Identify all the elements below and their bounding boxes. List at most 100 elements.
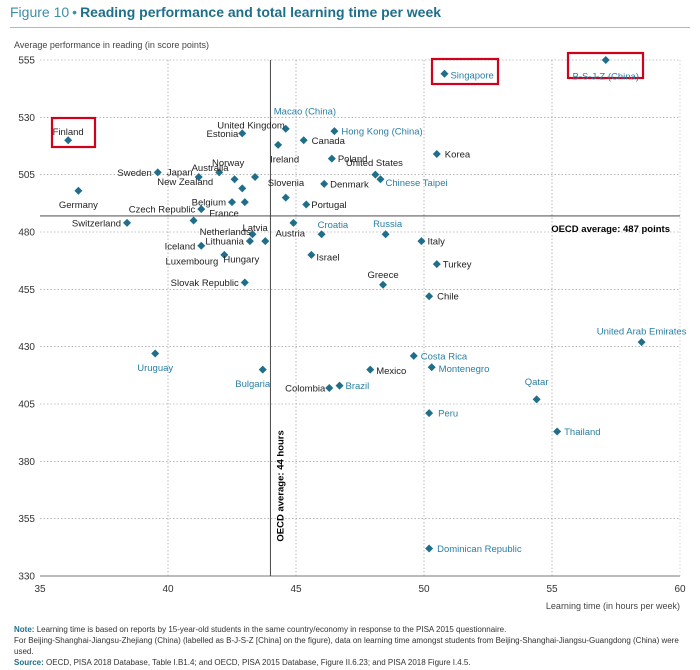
- data-point-marker: [240, 278, 249, 287]
- data-point-marker: [425, 409, 434, 418]
- figure-bullet: •: [72, 4, 78, 20]
- point-label: Chinese Taipei: [385, 178, 447, 189]
- point-label: Italy: [427, 237, 445, 248]
- data-point-marker: [376, 175, 385, 184]
- data-point-marker: [366, 365, 375, 374]
- point-label: Macao (China): [274, 106, 336, 117]
- point-label: Dominican Republic: [437, 544, 522, 555]
- point-label: Denmark: [330, 179, 369, 190]
- data-point-marker: [197, 241, 206, 250]
- data-point-marker: [302, 200, 311, 209]
- y-tick-label: 355: [18, 514, 35, 525]
- point-label: France: [209, 209, 239, 220]
- data-point-marker: [601, 56, 610, 64]
- point-label: United Kingdom: [217, 120, 285, 131]
- data-point-marker: [532, 395, 541, 404]
- point-label: Luxembourg: [166, 256, 219, 267]
- point-label: Russia: [373, 219, 403, 230]
- point-label: Australia: [192, 163, 230, 174]
- data-point-marker: [417, 237, 426, 246]
- y-tick-label: 380: [18, 457, 35, 468]
- y-tick-label: 330: [18, 572, 35, 583]
- y-tick-label: 455: [18, 285, 35, 296]
- point-label: Slovak Republic: [171, 278, 239, 289]
- data-point-marker: [289, 218, 298, 227]
- highlight-box: [566, 51, 645, 80]
- point-label: Chile: [437, 292, 459, 303]
- point-label: Germany: [59, 200, 98, 211]
- data-point-marker: [123, 218, 132, 227]
- point-label: Sweden: [117, 168, 151, 179]
- point-label: Austria: [275, 228, 305, 239]
- data-point-marker: [327, 154, 336, 163]
- figure-header: Figure 10 • Reading performance and total …: [10, 4, 690, 28]
- data-point-marker: [238, 184, 247, 193]
- highlight-box: [430, 57, 500, 86]
- data-point-marker: [335, 381, 344, 390]
- data-point-marker: [64, 136, 73, 145]
- point-label: Mexico: [376, 366, 406, 377]
- point-label: Israel: [316, 252, 339, 263]
- point-label: New Zealand: [157, 177, 213, 188]
- data-point-marker: [427, 363, 436, 372]
- point-label: Slovenia: [268, 178, 305, 189]
- note-text-1: Learning time is based on reports by 15-…: [36, 625, 507, 634]
- source-text: OECD, PISA 2018 Database, Table I.B1.4; …: [46, 658, 471, 667]
- data-point-marker: [74, 186, 83, 195]
- point-label: B-S-J-Z (China): [573, 72, 640, 83]
- x-tick-label: 55: [546, 584, 558, 595]
- data-point-marker: [248, 230, 257, 239]
- y-tick-label: 530: [18, 113, 35, 124]
- point-label: Uruguay: [137, 363, 173, 374]
- data-point-marker: [432, 260, 441, 269]
- y-tick-label: 480: [18, 228, 35, 239]
- point-label: Hungary: [223, 255, 259, 266]
- note-line-2: For Beijing-Shanghai-Jiangsu-Zhejiang (C…: [14, 636, 679, 656]
- data-point-marker: [379, 280, 388, 289]
- point-label: Czech Republic: [129, 205, 196, 216]
- point-label: Iceland: [165, 241, 196, 252]
- point-label: Switzerland: [72, 218, 121, 229]
- data-point-marker: [381, 230, 390, 239]
- data-point-marker: [189, 216, 198, 225]
- point-label: Thailand: [564, 427, 600, 438]
- grid-layer: [40, 59, 681, 577]
- data-point-marker: [251, 172, 260, 181]
- data-point-marker: [307, 250, 316, 259]
- data-point-marker: [432, 150, 441, 159]
- x-tick-label: 40: [162, 584, 174, 595]
- data-point-marker: [215, 168, 224, 177]
- data-point-marker: [425, 292, 434, 301]
- data-point-marker: [425, 544, 434, 553]
- data-point-marker: [409, 351, 418, 360]
- data-point-marker: [440, 69, 449, 78]
- data-point-marker: [317, 230, 326, 239]
- point-label: Belgium: [192, 198, 226, 209]
- x-axis-label: Learning time (in hours per week): [546, 601, 680, 611]
- point-label: Peru: [438, 409, 458, 420]
- point-label: Lithuania: [205, 237, 244, 248]
- x-tick-label: 60: [674, 584, 686, 595]
- y-tick-label: 555: [18, 56, 35, 67]
- point-label: Finland: [53, 127, 84, 138]
- data-point-marker: [637, 338, 646, 347]
- data-point-marker: [281, 124, 290, 133]
- data-point-marker: [197, 205, 206, 214]
- highlight-boxes: [50, 51, 645, 149]
- point-label: Bulgaria: [235, 379, 271, 390]
- note-line-1: Note: Learning time is based on reports …: [14, 624, 694, 635]
- data-points: [64, 56, 646, 553]
- point-label: Netherlands: [200, 227, 251, 238]
- point-label: Qatar: [525, 377, 549, 388]
- source-line: Source: OECD, PISA 2018 Database, Table …: [14, 657, 694, 668]
- data-point-marker: [281, 193, 290, 202]
- data-point-marker: [220, 250, 229, 259]
- figure-notes: Note: Learning time is based on reports …: [14, 624, 694, 668]
- data-point-marker: [261, 237, 270, 246]
- point-label: Estonia: [207, 129, 239, 140]
- point-label: Montenegro: [439, 364, 490, 375]
- figure-label: Figure 10: [10, 4, 70, 20]
- point-label: Korea: [445, 150, 471, 161]
- point-label: Brazil: [346, 381, 370, 392]
- scatter-chart: Average performance in reading (in score…: [14, 40, 687, 611]
